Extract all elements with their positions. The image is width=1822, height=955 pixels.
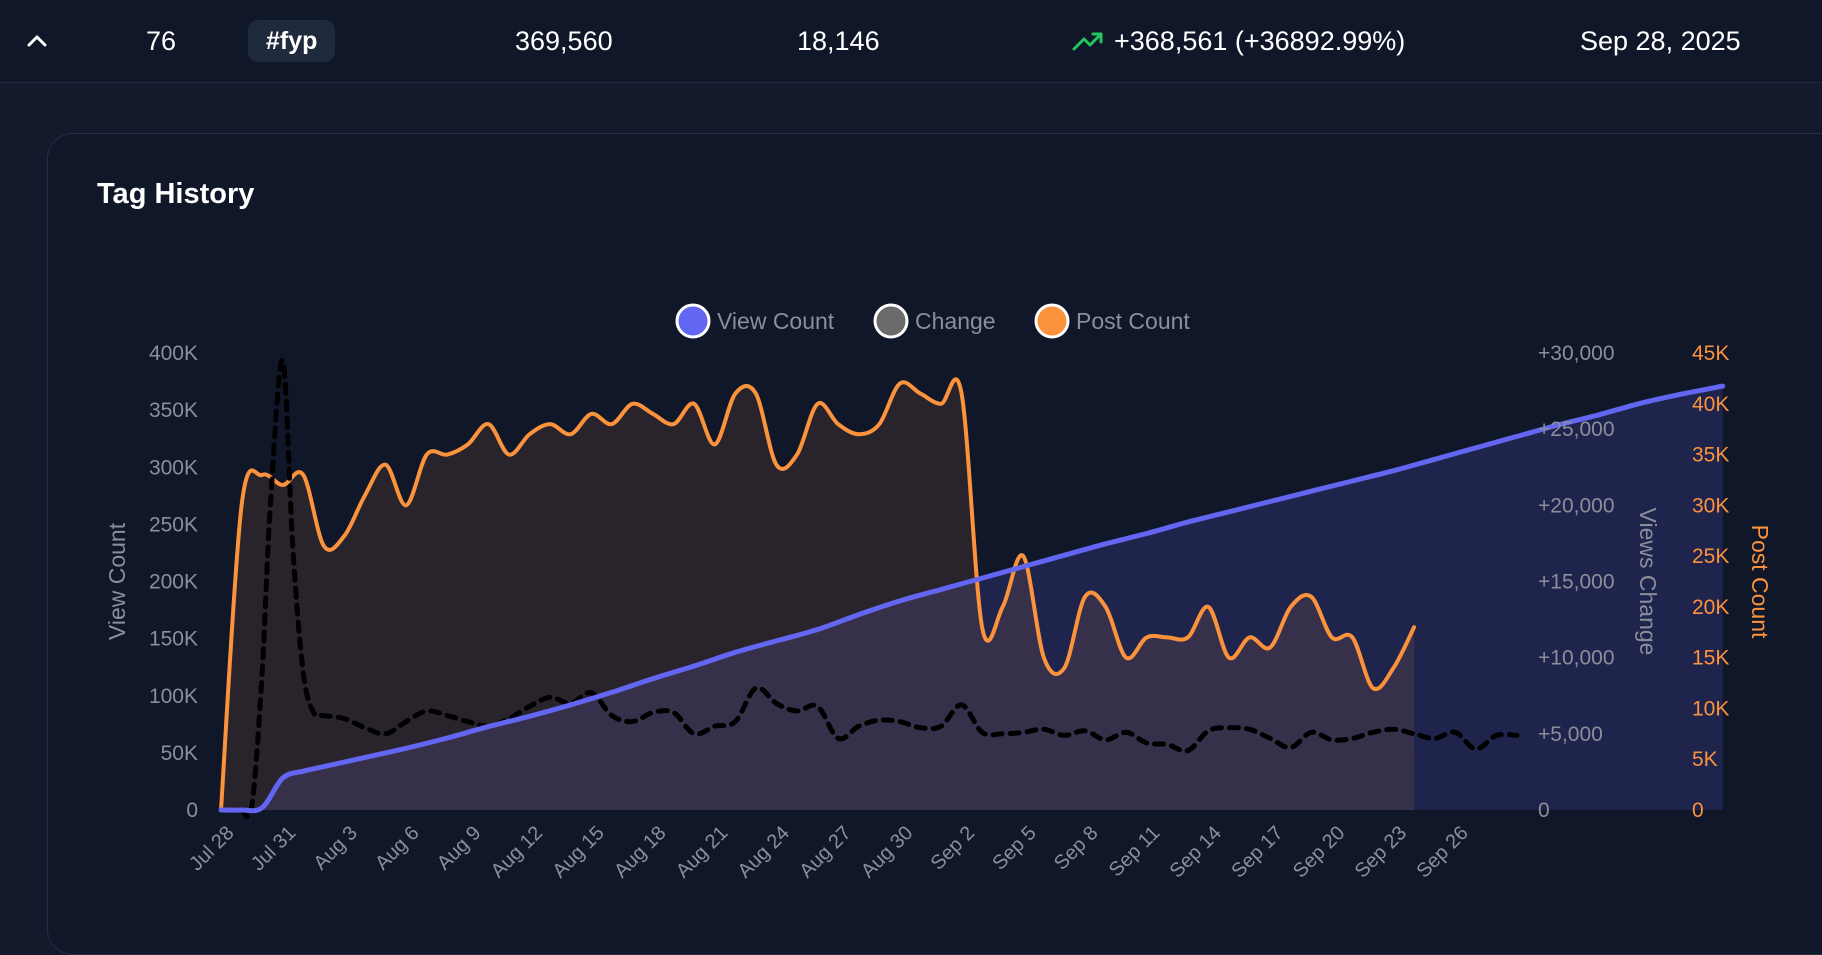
x-axis-tick-label: Aug 27 (795, 822, 855, 882)
post-count-axis-tick-label: 0 (1692, 799, 1704, 822)
tag-history-chart: View Count Change Post Count 0 50K 100K 150K 2… (104, 303, 1773, 882)
post-count-axis-tick-label: 25K (1692, 545, 1729, 568)
tag-row[interactable]: 76 #fyp 369,560 18,146 +368,561 (+36892.… (0, 0, 1822, 83)
x-axis-tick-label: Sep 26 (1412, 822, 1472, 882)
x-axis-tick-label: Aug 3 (309, 822, 362, 875)
x-axis-tick-label: Sep 5 (988, 822, 1041, 875)
post-count-axis-tick-label: 5K (1692, 748, 1718, 771)
legend-label: Post Count (1076, 308, 1190, 334)
view-count-value: 369,560 (515, 26, 613, 56)
x-axis-tick-label: Aug 18 (610, 822, 670, 882)
left-axis-tick-label: 350K (149, 399, 198, 422)
collapse-button[interactable] (26, 0, 52, 82)
x-axis-tick-label: Aug 9 (433, 822, 486, 875)
left-axis-tick-label: 300K (149, 456, 198, 479)
post-count-axis-tick-label: 40K (1692, 393, 1729, 416)
legend-marker (675, 303, 711, 339)
left-axis-tick-label: 50K (161, 742, 198, 765)
left-axis-tick-label: 200K (149, 571, 198, 594)
legend-marker (1034, 303, 1070, 339)
x-axis-tick-label: Jul 31 (247, 822, 300, 875)
views-change-axis-title: Views Change (1635, 508, 1661, 656)
left-axis-tick-label: 100K (149, 685, 198, 708)
chevron-up-icon (27, 35, 47, 47)
card-title: Tag History (97, 178, 255, 210)
legend-label: View Count (717, 308, 835, 334)
tag-history-card: Tag History (47, 133, 1822, 955)
trending-up-icon (1072, 32, 1103, 51)
change-text: +368,561 (+36892.99%) (1114, 26, 1406, 56)
views-change-axis-tick-label: +15,000 (1538, 571, 1615, 594)
view-count-area (221, 386, 1723, 811)
x-axis-tick-label: Aug 30 (857, 822, 917, 882)
x-axis-tick-label: Sep 8 (1050, 822, 1103, 875)
x-axis-tick-label: Jul 28 (185, 822, 238, 875)
post-count-axis-tick-label: 15K (1692, 647, 1729, 670)
views-change-axis-tick-label: +30,000 (1538, 342, 1615, 365)
x-axis-tick-label: Aug 15 (548, 822, 608, 882)
x-axis-tick-label: Aug 21 (672, 822, 732, 882)
left-axis-tick-label: 150K (149, 628, 198, 651)
legend-marker (873, 303, 909, 339)
views-change-axis-tick-label: +10,000 (1538, 647, 1615, 670)
change-line (239, 358, 1520, 820)
left-axis-title: View Count (104, 522, 130, 640)
x-axis-tick-label: Sep 14 (1166, 822, 1226, 882)
post-count-axis-tick-label: 30K (1692, 494, 1729, 517)
post-count-axis-tick-label: 45K (1692, 342, 1729, 365)
views-change-axis-tick-label: +5,000 (1538, 723, 1603, 746)
x-axis-tick-label: Aug 24 (734, 822, 794, 882)
tag-badge[interactable]: #fyp (248, 20, 336, 62)
post-count-line (219, 377, 1417, 812)
rank-value: 76 (146, 26, 177, 56)
post-count-axis-tick-label: 10K (1692, 697, 1729, 720)
left-axis-tick-label: 400K (149, 342, 198, 365)
x-axis-tick-label: Aug 12 (487, 822, 547, 882)
post-count-axis-tick-label: 20K (1692, 596, 1729, 619)
views-change-axis-tick-label: +25,000 (1538, 418, 1615, 441)
x-axis-tick-label: Aug 6 (371, 822, 424, 875)
legend-label: Change (915, 308, 996, 334)
left-axis-tick-label: 250K (149, 513, 198, 536)
post-count-axis-title: Post Count (1747, 525, 1773, 639)
left-axis-tick-label: 0 (186, 799, 198, 822)
x-axis-tick-label: Sep 20 (1289, 822, 1349, 882)
change-value: +368,561 (+36892.99%) (1072, 0, 1405, 82)
post-count-area (221, 379, 1415, 810)
x-axis-tick-label: Sep 17 (1227, 822, 1287, 882)
x-axis-tick-label: Sep 11 (1105, 822, 1164, 881)
x-axis-tick-label: Sep 23 (1351, 822, 1411, 882)
x-axis-tick-label: Sep 2 (927, 822, 980, 875)
views-change-axis-tick-label: 0 (1538, 799, 1550, 822)
post-count-axis-tick-label: 35K (1692, 444, 1729, 467)
view-count-line (218, 383, 1726, 814)
post-count-value: 18,146 (797, 26, 880, 56)
date-value: Sep 28, 2025 (1580, 26, 1741, 56)
views-change-axis-tick-label: +20,000 (1538, 494, 1615, 517)
